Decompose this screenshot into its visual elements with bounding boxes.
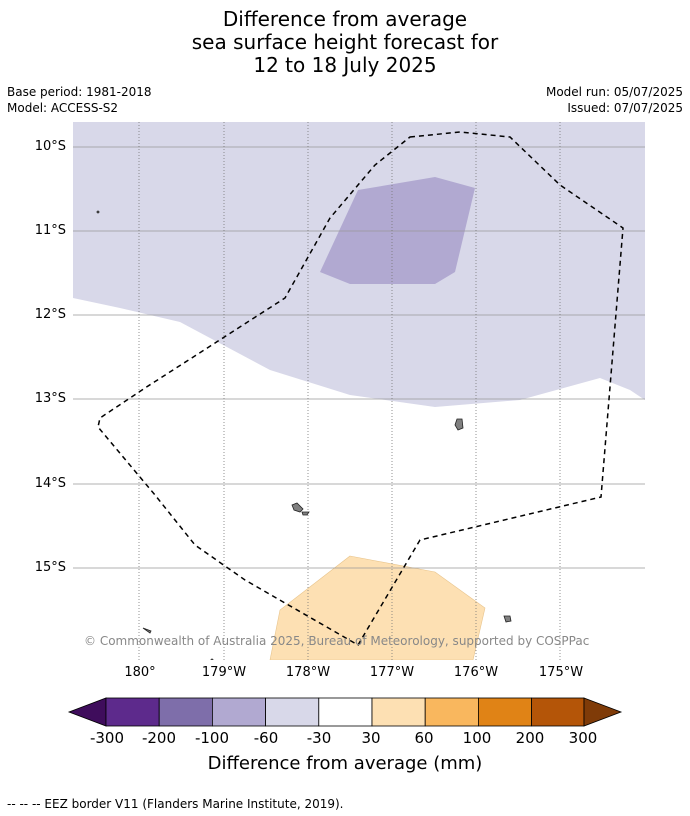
island-shape	[503, 615, 512, 623]
island-shape	[96, 210, 100, 214]
anomaly-region-light-orange	[269, 555, 486, 660]
island-shape	[301, 511, 310, 516]
lon-label-177w: 177°W	[369, 665, 415, 680]
lat-label-10s: 10°S	[34, 139, 66, 154]
colorbar-segment	[531, 697, 585, 727]
lat-label-15s: 15°S	[34, 560, 66, 575]
colorbar-tick-label: -30	[306, 729, 332, 747]
map-title: Difference from average sea surface heig…	[0, 8, 690, 77]
colorbar-tick-label: 30	[361, 729, 381, 747]
colorbar-segment	[211, 697, 266, 727]
meta-right: Model run: 05/07/2025 Issued: 07/07/2025	[546, 84, 683, 116]
colorbar-tick-label: -300	[89, 729, 125, 747]
colorbar-tick-label: -100	[194, 729, 230, 747]
colorbar-tick-label: 200	[515, 729, 545, 747]
lat-label-11s: 11°S	[34, 223, 66, 238]
colorbar-segment	[424, 697, 479, 727]
lon-label-178w: 178°W	[285, 665, 331, 680]
lon-label-176w: 176°W	[453, 665, 499, 680]
colorbar-segment	[371, 697, 426, 727]
colorbar-extend-high	[583, 697, 623, 727]
colorbar-tick-label: 60	[414, 729, 434, 747]
title-line-1: Difference from average	[222, 7, 468, 31]
eez-footnote: -- -- -- EEZ border V11 (Flanders Marine…	[7, 797, 344, 811]
colorbar-segment	[318, 697, 373, 727]
eez-border	[97, 131, 624, 647]
meta-left: Base period: 1981-2018 Model: ACCESS-S2	[7, 84, 152, 116]
anomaly-region-medium-purple	[320, 177, 475, 284]
title-line-2: sea surface height forecast for	[191, 30, 499, 54]
island-shape	[210, 658, 214, 660]
lon-label-175w: 175°W	[538, 665, 584, 680]
colorbar-extend-low	[67, 697, 107, 727]
lon-label-179w: 179°W	[201, 665, 247, 680]
colorbar-tick-label: -200	[141, 729, 177, 747]
colorbar-tick-label: 100	[462, 729, 492, 747]
lon-label-180: 180°	[124, 665, 156, 680]
island-shape	[291, 502, 304, 513]
colorbar-tick-label: 300	[568, 729, 598, 747]
model-run: Model run: 05/07/2025	[545, 85, 683, 99]
base-period: Base period: 1981-2018	[7, 85, 152, 99]
colorbar	[67, 697, 623, 727]
model-name: Model: ACCESS-S2	[7, 101, 119, 115]
lat-label-14s: 14°S	[34, 476, 66, 491]
colorbar-segment	[105, 697, 160, 727]
island-shape	[454, 418, 464, 431]
copyright-notice: © Commonwealth of Australia 2025, Bureau…	[84, 634, 590, 648]
colorbar-title: Difference from average (mm)	[207, 753, 483, 774]
lat-label-13s: 13°S	[34, 391, 66, 406]
issued-date: Issued: 07/07/2025	[567, 101, 683, 115]
map-area	[73, 122, 645, 660]
latitude-gridlines	[73, 146, 645, 569]
colorbar-segment	[158, 697, 213, 727]
title-line-3: 12 to 18 July 2025	[253, 53, 437, 77]
lat-label-12s: 12°S	[34, 307, 66, 322]
colorbar-segment	[477, 697, 532, 727]
island-shape	[142, 627, 152, 634]
islands	[96, 210, 512, 660]
colorbar-tick-label: -60	[253, 729, 279, 747]
colorbar-segment	[265, 697, 320, 727]
